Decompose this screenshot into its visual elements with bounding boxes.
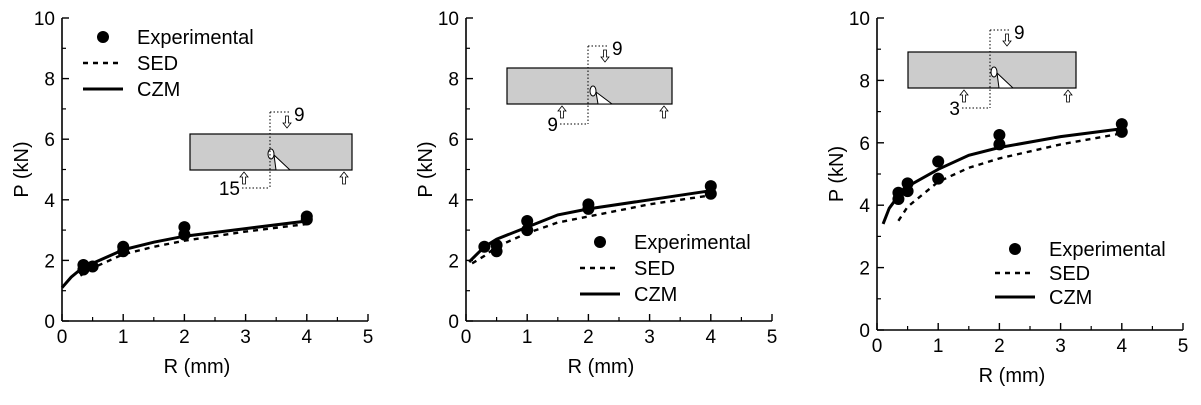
data-point (993, 129, 1006, 141)
series-czm-line (60, 219, 307, 289)
y-axis-label: P (kN) (826, 146, 848, 202)
support-arrow-icon (239, 171, 249, 185)
legend: Experimental SED CZM (83, 27, 254, 101)
y-tick-label: 0 (44, 312, 55, 333)
legend-label: SED (137, 53, 178, 75)
notch (595, 90, 614, 105)
specimen-diagram: 9 15 (189, 105, 353, 200)
x-tick-label: 5 (1178, 336, 1189, 357)
y-tick-label: 6 (44, 130, 55, 151)
specimen-diagram: 99 (506, 39, 673, 136)
x-axis-label: R (mm) (568, 356, 635, 378)
y-axis-label: P (kN) (11, 141, 33, 197)
dimension-label-offset: 9 (547, 115, 558, 136)
y-tick-label: 8 (44, 70, 55, 91)
legend-label: SED (634, 258, 675, 280)
notch-hole (990, 66, 998, 78)
y-tick-label: 4 (859, 196, 870, 217)
x-tick-label: 3 (644, 327, 655, 348)
x-tick-label: 4 (706, 327, 717, 348)
y-tick-label: 0 (448, 312, 459, 333)
dimension-label-offset: 15 (219, 179, 240, 200)
series-experimental (77, 210, 313, 276)
legend-label: Experimental (634, 232, 751, 254)
x-tick-label: 2 (994, 336, 1005, 357)
y-tick-label: 6 (448, 130, 459, 151)
support-arrow-icon (339, 171, 349, 185)
x-tick-label: 0 (872, 336, 883, 357)
y-tick-label: 2 (448, 251, 459, 272)
notch (996, 71, 1015, 89)
legend-label: Experimental (1049, 239, 1166, 261)
legend-label: CZM (1049, 287, 1092, 309)
data-point (932, 155, 945, 168)
legend-label: CZM (137, 79, 180, 101)
series-sed-line (897, 132, 1123, 222)
specimen-beam (506, 67, 673, 105)
y-tick-label: 10 (438, 9, 459, 30)
legend-marker-experimental (1009, 243, 1021, 255)
data-point (932, 172, 945, 185)
data-point (521, 215, 534, 228)
legend-label: SED (1049, 263, 1090, 285)
x-tick-label: 3 (1055, 336, 1066, 357)
specimen-diagram: 93 (907, 23, 1077, 120)
x-tick-label: 0 (461, 327, 472, 348)
y-tick-label: 4 (448, 191, 459, 212)
notch-hole (589, 85, 597, 97)
data-point (490, 245, 503, 258)
legend: Experimental SED CZM (580, 232, 751, 306)
data-point (1115, 125, 1128, 138)
x-tick-label: 4 (1117, 336, 1128, 357)
load-arrow-icon (282, 115, 292, 129)
load-arrow-icon (1002, 33, 1012, 47)
series-czm-line (468, 189, 712, 263)
y-tick-label: 8 (859, 71, 870, 92)
legend-label: Experimental (137, 27, 254, 49)
x-tick-label: 1 (522, 327, 533, 348)
x-tick-label: 0 (57, 327, 68, 348)
y-tick-label: 10 (849, 9, 870, 30)
notch (273, 153, 292, 171)
x-tick-label: 5 (363, 327, 374, 348)
x-tick-label: 1 (118, 327, 129, 348)
x-tick-label: 2 (583, 327, 594, 348)
x-axis-label: R (mm) (979, 365, 1046, 387)
chart-panel-3: 0 1 2 3 4 5 0 2 4 6 8 10 R (mm) P (kN) ExperimentalSED… (826, 9, 1188, 387)
chart-panel-2: 0 1 2 3 4 5 0 2 4 6 8 10 R (mm) P (kN) Experimental SED… (415, 9, 777, 378)
chart-panel-1: 0 1 2 3 4 5 0 2 4 6 8 10 R (mm) P (kN) Experimental SED… (11, 9, 373, 378)
y-tick-label: 2 (859, 259, 870, 280)
y-tick-label: 2 (44, 251, 55, 272)
x-tick-label: 1 (933, 336, 944, 357)
y-tick-label: 4 (44, 191, 55, 212)
series-sed-line (79, 222, 307, 277)
x-axis-label: R (mm) (164, 356, 231, 378)
support-arrow-icon (1063, 89, 1073, 103)
y-tick-label: 8 (448, 70, 459, 91)
support-arrow-icon (659, 105, 669, 119)
legend-label: CZM (634, 284, 677, 306)
data-point (704, 187, 717, 200)
support-arrow-icon (557, 105, 567, 119)
support-arrow-icon (959, 89, 969, 103)
dimension-label-top: 9 (294, 105, 305, 126)
series-czm-line (881, 127, 1122, 225)
load-arrow-icon (600, 49, 610, 63)
y-axis-label: P (kN) (415, 141, 437, 197)
legend-marker-experimental (594, 236, 606, 248)
dimension-label-top: 9 (612, 39, 623, 60)
y-tick-label: 10 (34, 9, 55, 30)
y-tick-label: 6 (859, 134, 870, 155)
dimension-label-offset: 3 (949, 99, 960, 120)
x-tick-label: 3 (240, 327, 251, 348)
x-tick-label: 4 (302, 327, 313, 348)
x-tick-label: 5 (767, 327, 778, 348)
dimension-label-top: 9 (1014, 23, 1025, 44)
x-tick-label: 2 (179, 327, 190, 348)
legend-marker-experimental (97, 31, 109, 43)
y-tick-label: 0 (859, 321, 870, 342)
notch-hole (267, 148, 275, 160)
